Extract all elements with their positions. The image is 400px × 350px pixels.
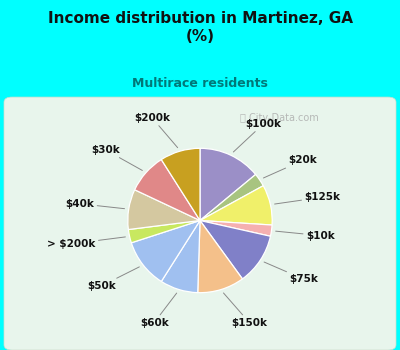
Text: Income distribution in Martinez, GA
(%): Income distribution in Martinez, GA (%) xyxy=(48,11,352,44)
Text: $75k: $75k xyxy=(264,262,318,284)
Wedge shape xyxy=(200,148,256,220)
Text: Multirace residents: Multirace residents xyxy=(132,77,268,90)
Text: ⓘ City-Data.com: ⓘ City-Data.com xyxy=(240,113,318,123)
Wedge shape xyxy=(135,160,200,220)
Wedge shape xyxy=(128,190,200,230)
Text: $50k: $50k xyxy=(87,267,139,291)
Text: $60k: $60k xyxy=(140,293,177,328)
Wedge shape xyxy=(161,220,200,293)
Wedge shape xyxy=(131,220,200,281)
Wedge shape xyxy=(200,175,263,220)
Text: $125k: $125k xyxy=(275,192,340,204)
Wedge shape xyxy=(128,220,200,243)
Text: > $200k: > $200k xyxy=(47,237,125,249)
Text: $40k: $40k xyxy=(66,199,124,209)
Wedge shape xyxy=(198,220,242,293)
Text: $30k: $30k xyxy=(91,145,142,170)
Text: $100k: $100k xyxy=(233,119,282,152)
Wedge shape xyxy=(200,220,272,236)
Wedge shape xyxy=(200,220,270,279)
FancyBboxPatch shape xyxy=(4,97,396,350)
Text: $20k: $20k xyxy=(264,155,317,178)
Text: $200k: $200k xyxy=(134,113,178,148)
Text: $10k: $10k xyxy=(276,231,334,240)
Wedge shape xyxy=(161,148,200,220)
Text: $150k: $150k xyxy=(224,293,268,328)
Wedge shape xyxy=(200,186,272,225)
